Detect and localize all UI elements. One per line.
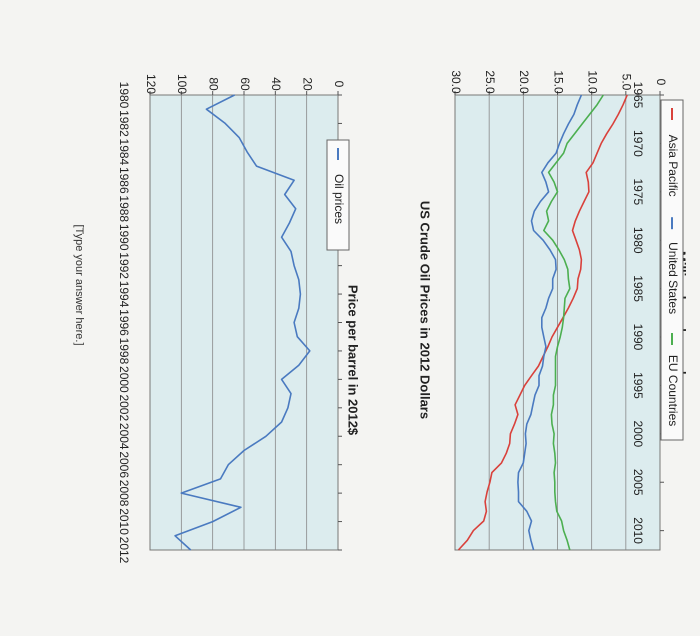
x-tick-label: 2000 [631, 420, 645, 447]
x-tick-label: 2010 [117, 508, 131, 535]
y-tick-label: 20 [300, 77, 314, 91]
x-tick-label: 1986 [117, 167, 131, 194]
x-tick-label: 2012 [117, 537, 131, 564]
y-tick-label: 60 [238, 77, 252, 91]
x-tick-label: 1990 [117, 224, 131, 251]
series-line-asia-pacific [457, 94, 628, 551]
legend-box [326, 139, 350, 251]
x-tick-label: 1982 [117, 110, 131, 137]
series-line-oil-prices [174, 94, 311, 551]
x-tick-label: 1992 [117, 252, 131, 279]
x-tick-label: 2000 [117, 366, 131, 393]
x-tick-label: 2008 [117, 480, 131, 507]
x-tick-label: 1985 [631, 275, 645, 302]
legend-label: EU Countries [666, 355, 680, 426]
x-tick-label: 1984 [117, 139, 131, 166]
x-tick-label: 2006 [117, 451, 131, 478]
legend: Oil prices [326, 139, 350, 251]
x-tick-label: 1980 [117, 82, 131, 109]
x-tick-label: 2004 [117, 423, 131, 450]
x-tick-label: 2005 [631, 469, 645, 496]
x-tick-label: 2010 [631, 517, 645, 544]
oil-price-chart: 0204060801001201980198219841986198819901… [117, 74, 433, 564]
y-tick-label: 30.0 [449, 70, 463, 94]
series-line-eu-countries [543, 94, 604, 551]
x-tick-label: 1990 [631, 324, 645, 351]
y-tick-label: 10.0 [585, 70, 599, 94]
x-tick-label: 1980 [631, 227, 645, 254]
x-tick-label: 1998 [117, 338, 131, 365]
y-tick-label: 80 [206, 77, 220, 91]
legend: Asia Pacific United States EU Countries [660, 99, 684, 441]
x-tick-label: 1994 [117, 281, 131, 308]
x-tick-label: 2002 [117, 394, 131, 421]
legend-box [660, 99, 684, 441]
legend-label: Oil prices [332, 174, 346, 224]
x-tick-label: 1975 [631, 178, 645, 205]
y-tick-label: 15.0 [551, 70, 565, 94]
x-tick-label: 1965 [631, 82, 645, 109]
answer-input[interactable]: [Type your answer here.] [73, 85, 85, 485]
y-tick-label: 25.0 [483, 70, 497, 94]
y-tick-label: 40 [269, 77, 283, 91]
series-line-united-states [517, 94, 583, 551]
y-axis-label: Price per barrel in 2012$ [346, 285, 361, 436]
x-tick-label: 1970 [631, 130, 645, 157]
legend-label: Asia Pacific [666, 135, 680, 197]
x-tick-label: 1995 [631, 372, 645, 399]
y-tick-label: 120 [144, 74, 158, 94]
y-tick-label: 0 [654, 79, 668, 86]
x-tick-label: 1988 [117, 195, 131, 222]
legend-label: United States [666, 242, 680, 314]
x-tick-label: 1996 [117, 309, 131, 336]
answer-hint: [Type your answer here.] [73, 224, 85, 346]
y-tick-label: 20.0 [517, 70, 531, 94]
y-tick-label: 0 [332, 81, 346, 88]
y-tick-label: 100 [175, 74, 189, 94]
consumption-chart: 0 5.0 10.0 15.0 20.0 25.0 30.0 1965 1970 1975 1980… [449, 70, 689, 551]
chart-title: US Crude Oil Prices in 2012 Dollars [418, 201, 433, 419]
y-tick-label: 5.0 [620, 74, 634, 91]
